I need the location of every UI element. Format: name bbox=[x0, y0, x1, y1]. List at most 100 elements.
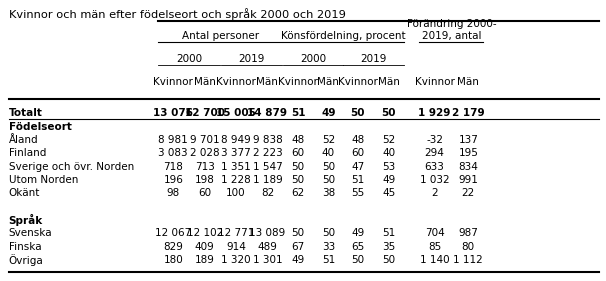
Text: 60: 60 bbox=[198, 188, 211, 198]
Text: 8 981: 8 981 bbox=[158, 135, 188, 145]
Text: 49: 49 bbox=[321, 108, 336, 118]
Text: Antal personer: Antal personer bbox=[182, 31, 259, 41]
Text: Utom Norden: Utom Norden bbox=[8, 175, 78, 185]
Text: 1 140: 1 140 bbox=[420, 255, 449, 265]
Text: Födelseort: Födelseort bbox=[8, 122, 72, 132]
Text: 100: 100 bbox=[226, 188, 246, 198]
Text: 489: 489 bbox=[258, 242, 278, 252]
Text: 49: 49 bbox=[382, 175, 395, 185]
Text: 50: 50 bbox=[322, 175, 335, 185]
Text: Finska: Finska bbox=[8, 242, 41, 252]
Text: 49: 49 bbox=[351, 228, 365, 238]
Text: 2 179: 2 179 bbox=[452, 108, 485, 118]
Text: 633: 633 bbox=[425, 162, 444, 172]
Text: 198: 198 bbox=[195, 175, 215, 185]
Text: 80: 80 bbox=[462, 242, 475, 252]
Text: 48: 48 bbox=[291, 135, 305, 145]
Text: 1 189: 1 189 bbox=[253, 175, 282, 185]
Text: 713: 713 bbox=[195, 162, 215, 172]
Text: 8 949: 8 949 bbox=[221, 135, 251, 145]
Text: 9 838: 9 838 bbox=[253, 135, 282, 145]
Text: 137: 137 bbox=[458, 135, 478, 145]
Text: 12 700: 12 700 bbox=[185, 108, 225, 118]
Text: 50: 50 bbox=[381, 108, 396, 118]
Text: 55: 55 bbox=[351, 188, 365, 198]
Text: 991: 991 bbox=[458, 175, 478, 185]
Text: 196: 196 bbox=[164, 175, 183, 185]
Text: 50: 50 bbox=[322, 162, 335, 172]
Text: 1 228: 1 228 bbox=[221, 175, 251, 185]
Text: 53: 53 bbox=[382, 162, 395, 172]
Text: 67: 67 bbox=[291, 242, 305, 252]
Text: 62: 62 bbox=[291, 188, 305, 198]
Text: 914: 914 bbox=[226, 242, 246, 252]
Text: 294: 294 bbox=[425, 148, 444, 158]
Text: 47: 47 bbox=[351, 162, 365, 172]
Text: -32: -32 bbox=[426, 135, 443, 145]
Text: 1 929: 1 929 bbox=[418, 108, 451, 118]
Text: 3 083: 3 083 bbox=[159, 148, 188, 158]
Text: 51: 51 bbox=[351, 175, 365, 185]
Text: 1 301: 1 301 bbox=[253, 255, 282, 265]
Text: 50: 50 bbox=[351, 255, 364, 265]
Text: 51: 51 bbox=[291, 108, 305, 118]
Text: 60: 60 bbox=[351, 148, 364, 158]
Text: Svenska: Svenska bbox=[8, 228, 52, 238]
Text: Kvinnor: Kvinnor bbox=[153, 77, 193, 87]
Text: Okänt: Okänt bbox=[8, 188, 40, 198]
Text: 38: 38 bbox=[322, 188, 335, 198]
Text: Kvinnor och män efter födelseort och språk 2000 och 2019: Kvinnor och män efter födelseort och spr… bbox=[8, 8, 345, 20]
Text: 12 067: 12 067 bbox=[155, 228, 191, 238]
Text: 49: 49 bbox=[291, 255, 305, 265]
Text: 2 028: 2 028 bbox=[190, 148, 219, 158]
Text: Finland: Finland bbox=[8, 148, 46, 158]
Text: 14 879: 14 879 bbox=[247, 108, 287, 118]
Text: 3 377: 3 377 bbox=[221, 148, 251, 158]
Text: Män: Män bbox=[378, 77, 399, 87]
Text: 180: 180 bbox=[164, 255, 183, 265]
Text: Kvinnor: Kvinnor bbox=[415, 77, 454, 87]
Text: 65: 65 bbox=[351, 242, 365, 252]
Text: 52: 52 bbox=[322, 135, 335, 145]
Text: 195: 195 bbox=[458, 148, 478, 158]
Text: 987: 987 bbox=[458, 228, 478, 238]
Text: 829: 829 bbox=[164, 242, 183, 252]
Text: Förändring 2000-
2019, antal: Förändring 2000- 2019, antal bbox=[407, 19, 496, 41]
Text: 45: 45 bbox=[382, 188, 395, 198]
Text: Kvinnor: Kvinnor bbox=[338, 77, 378, 87]
Text: 40: 40 bbox=[322, 148, 335, 158]
Text: Män: Män bbox=[194, 77, 216, 87]
Text: Sverige och övr. Norden: Sverige och övr. Norden bbox=[8, 162, 134, 172]
Text: 60: 60 bbox=[291, 148, 305, 158]
Text: 51: 51 bbox=[322, 255, 335, 265]
Text: 12 102: 12 102 bbox=[187, 228, 223, 238]
Text: 2000: 2000 bbox=[176, 54, 202, 64]
Text: 2000: 2000 bbox=[300, 54, 326, 64]
Text: Språk: Språk bbox=[8, 214, 43, 226]
Text: 189: 189 bbox=[195, 255, 215, 265]
Text: 704: 704 bbox=[425, 228, 444, 238]
Text: 13 076: 13 076 bbox=[153, 108, 193, 118]
Text: 50: 50 bbox=[291, 175, 305, 185]
Text: Kvinnor: Kvinnor bbox=[278, 77, 318, 87]
Text: 2: 2 bbox=[431, 188, 438, 198]
Text: 2019: 2019 bbox=[360, 54, 387, 64]
Text: 15 005: 15 005 bbox=[216, 108, 256, 118]
Text: Män: Män bbox=[458, 77, 479, 87]
Text: Män: Män bbox=[318, 77, 339, 87]
Text: 50: 50 bbox=[291, 228, 305, 238]
Text: 40: 40 bbox=[382, 148, 395, 158]
Text: 51: 51 bbox=[382, 228, 395, 238]
Text: 1 547: 1 547 bbox=[253, 162, 282, 172]
Text: 50: 50 bbox=[382, 255, 395, 265]
Text: 22: 22 bbox=[462, 188, 475, 198]
Text: 85: 85 bbox=[428, 242, 441, 252]
Text: 9 701: 9 701 bbox=[190, 135, 219, 145]
Text: 2 223: 2 223 bbox=[253, 148, 282, 158]
Text: 409: 409 bbox=[195, 242, 215, 252]
Text: 82: 82 bbox=[261, 188, 274, 198]
Text: 98: 98 bbox=[167, 188, 180, 198]
Text: 50: 50 bbox=[291, 162, 305, 172]
Text: Kvinnor: Kvinnor bbox=[216, 77, 256, 87]
Text: 2019: 2019 bbox=[239, 54, 265, 64]
